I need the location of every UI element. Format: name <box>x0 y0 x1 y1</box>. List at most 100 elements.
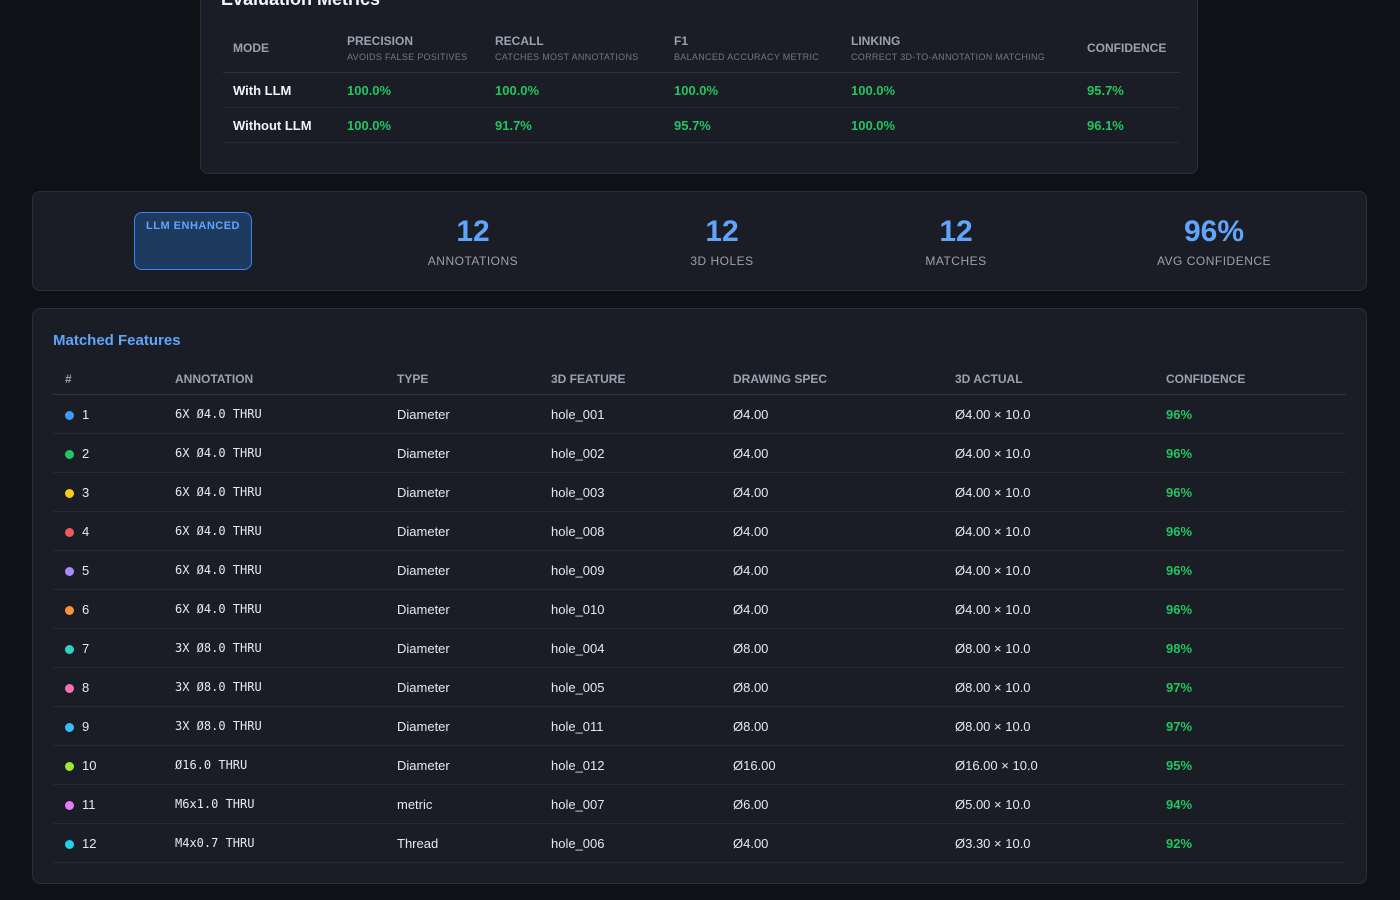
feature-annotation: 3X Ø8.0 THRU <box>163 706 385 746</box>
feature-number: 4 <box>82 523 90 539</box>
feature-confidence: 96% <box>1154 511 1346 551</box>
feature-row[interactable]: 3 6X Ø4.0 THRU Diameter hole_003 Ø4.00 Ø4.00 … <box>53 472 1346 512</box>
feature-row[interactable]: 12 M4x0.7 THRU Thread hole_006 Ø4.00 Ø3.30 × … <box>53 823 1346 863</box>
feature-number: 12 <box>82 835 97 851</box>
feature-number: 3 <box>82 484 90 500</box>
color-dot-icon <box>65 605 74 615</box>
col-annotation[interactable]: Annotation <box>163 364 385 395</box>
eval-mode: Without LLM <box>223 107 337 143</box>
color-dot-icon <box>65 683 74 693</box>
eval-col-linking: Linking Correct 3D-to-annotation matching <box>841 23 1077 73</box>
feature-3d-id: hole_005 <box>539 667 721 707</box>
col-drawing-spec[interactable]: Drawing Spec <box>721 364 943 395</box>
feature-drawing-spec: Ø6.00 <box>721 784 943 824</box>
feature-number: 1 <box>82 406 90 422</box>
evaluation-header-row: Mode Precision Avoids false positives Rec… <box>223 23 1179 73</box>
feature-number-cell: 5 <box>53 550 163 590</box>
feature-annotation: M6x1.0 THRU <box>163 784 385 824</box>
eval-col-mode: Mode <box>223 23 337 73</box>
feature-confidence: 96% <box>1154 472 1346 512</box>
eval-mode: With LLM <box>223 72 337 108</box>
stat-label: Avg Confidence <box>1156 254 1272 268</box>
feature-confidence: 95% <box>1154 745 1346 785</box>
feature-number-cell: 12 <box>53 823 163 863</box>
feature-type: Diameter <box>385 745 539 785</box>
col-number[interactable]: # <box>53 364 163 395</box>
col-type[interactable]: Type <box>385 364 539 395</box>
feature-annotation: 6X Ø4.0 THRU <box>163 472 385 512</box>
eval-col-f1: F1 Balanced accuracy metric <box>664 23 841 73</box>
feature-3d-actual: Ø4.00 × 10.0 <box>943 511 1154 551</box>
feature-row[interactable]: 6 6X Ø4.0 THRU Diameter hole_010 Ø4.00 Ø4.00 … <box>53 589 1346 629</box>
feature-annotation: 6X Ø4.0 THRU <box>163 589 385 629</box>
feature-drawing-spec: Ø4.00 <box>721 433 943 473</box>
feature-row[interactable]: 7 3X Ø8.0 THRU Diameter hole_004 Ø8.00 Ø8.00 … <box>53 628 1346 668</box>
feature-3d-id: hole_003 <box>539 472 721 512</box>
feature-drawing-spec: Ø4.00 <box>721 511 943 551</box>
feature-row[interactable]: 2 6X Ø4.0 THRU Diameter hole_002 Ø4.00 Ø4.00 … <box>53 433 1346 473</box>
feature-row[interactable]: 4 6X Ø4.0 THRU Diameter hole_008 Ø4.00 Ø4.00 … <box>53 511 1346 551</box>
feature-row[interactable]: 1 6X Ø4.0 THRU Diameter hole_001 Ø4.00 Ø4.00 … <box>53 394 1346 434</box>
feature-number: 5 <box>82 562 90 578</box>
eval-col-precision: Precision Avoids false positives <box>337 23 485 73</box>
feature-type: Diameter <box>385 628 539 668</box>
feature-3d-actual: Ø4.00 × 10.0 <box>943 589 1154 629</box>
matched-features-card: Matched Features # Annotation Type 3D Fe… <box>32 308 1367 884</box>
feature-confidence: 96% <box>1154 589 1346 629</box>
matched-features-table: # Annotation Type 3D Feature Drawing Spe… <box>53 364 1346 863</box>
feature-drawing-spec: Ø8.00 <box>721 667 943 707</box>
color-dot-icon <box>65 800 74 810</box>
feature-type: Diameter <box>385 472 539 512</box>
col-3d-actual[interactable]: 3D Actual <box>943 364 1154 395</box>
feature-number-cell: 7 <box>53 628 163 668</box>
feature-3d-id: hole_012 <box>539 745 721 785</box>
feature-3d-actual: Ø4.00 × 10.0 <box>943 550 1154 590</box>
feature-confidence: 96% <box>1154 394 1346 434</box>
feature-number-cell: 11 <box>53 784 163 824</box>
feature-row[interactable]: 9 3X Ø8.0 THRU Diameter hole_011 Ø8.00 Ø8.00 … <box>53 706 1346 746</box>
stat-value: 12 <box>705 215 739 248</box>
feature-annotation: M4x0.7 THRU <box>163 823 385 863</box>
feature-type: Diameter <box>385 706 539 746</box>
stat-value: 12 <box>456 215 490 248</box>
stat-matches: 12 Matches <box>856 214 1056 268</box>
feature-row[interactable]: 11 M6x1.0 THRU metric hole_007 Ø6.00 Ø5.00 × … <box>53 784 1346 824</box>
feature-row[interactable]: 10 Ø16.0 THRU Diameter hole_012 Ø16.00 Ø16.00… <box>53 745 1346 785</box>
stat-label: Annotations <box>427 254 519 268</box>
stat-avg-confidence: 96% Avg Confidence <box>1114 214 1314 268</box>
feature-annotation: 6X Ø4.0 THRU <box>163 550 385 590</box>
feature-row[interactable]: 8 3X Ø8.0 THRU Diameter hole_005 Ø8.00 Ø8.00 … <box>53 667 1346 707</box>
feature-number: 9 <box>82 718 90 734</box>
eval-recall: 100.0% <box>485 72 664 108</box>
feature-row[interactable]: 5 6X Ø4.0 THRU Diameter hole_009 Ø4.00 Ø4.00 … <box>53 550 1346 590</box>
eval-recall: 91.7% <box>485 107 664 143</box>
color-dot-icon <box>65 449 74 459</box>
color-dot-icon <box>65 527 74 537</box>
feature-number-cell: 6 <box>53 589 163 629</box>
eval-confidence: 96.1% <box>1077 107 1179 143</box>
eval-col-precision-hint: Avoids false positives <box>347 51 468 62</box>
feature-drawing-spec: Ø16.00 <box>721 745 943 785</box>
feature-drawing-spec: Ø4.00 <box>721 394 943 434</box>
col-confidence[interactable]: Confidence <box>1154 364 1346 395</box>
feature-drawing-spec: Ø4.00 <box>721 550 943 590</box>
feature-number: 11 <box>82 796 96 812</box>
eval-precision: 100.0% <box>337 107 485 143</box>
eval-col-confidence: Confidence <box>1077 23 1179 73</box>
eval-f1: 95.7% <box>664 107 841 143</box>
feature-drawing-spec: Ø4.00 <box>721 823 943 863</box>
stat-annotations: 12 Annotations <box>373 214 573 268</box>
eval-precision: 100.0% <box>337 72 485 108</box>
feature-number: 6 <box>82 601 90 617</box>
feature-type: Diameter <box>385 394 539 434</box>
eval-col-recall: Recall Catches most annotations <box>485 23 664 73</box>
features-header-row: # Annotation Type 3D Feature Drawing Spe… <box>53 364 1346 395</box>
feature-annotation: 6X Ø4.0 THRU <box>163 394 385 434</box>
col-3d-feature[interactable]: 3D Feature <box>539 364 721 395</box>
feature-3d-actual: Ø5.00 × 10.0 <box>943 784 1154 824</box>
llm-enhanced-toggle[interactable]: LLM ENHANCED <box>134 212 252 270</box>
feature-annotation: Ø16.0 THRU <box>163 745 385 785</box>
feature-number-cell: 9 <box>53 706 163 746</box>
feature-3d-id: hole_010 <box>539 589 721 629</box>
stat-label: Matches <box>925 254 987 268</box>
